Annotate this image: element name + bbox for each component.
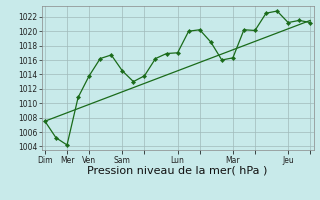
X-axis label: Pression niveau de la mer( hPa ): Pression niveau de la mer( hPa ) <box>87 166 268 176</box>
